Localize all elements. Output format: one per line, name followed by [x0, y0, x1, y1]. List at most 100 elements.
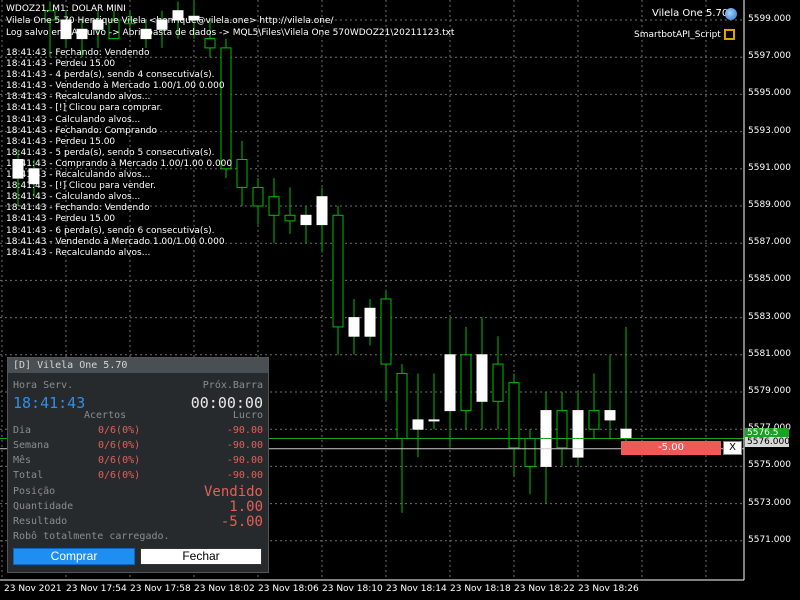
log-line: 18:41:43 - Recalculando alvos...	[6, 247, 151, 258]
symbol-title: WDOZ21, M1: DOLAR MINI	[6, 4, 126, 14]
stats-row-lucro: -90.00	[226, 425, 263, 436]
stats-row-label: Semana	[13, 440, 50, 451]
price-axis-label: 5571.000	[748, 534, 791, 545]
time-axis-label: 23 Nov 18:02	[194, 584, 255, 594]
position-value: Vendido	[203, 484, 263, 500]
stats-row-lucro: -90.00	[226, 455, 263, 466]
price-axis-label: 5597.000	[748, 51, 791, 62]
close-position-button[interactable]: X	[723, 441, 742, 455]
result-label: Resultado	[13, 516, 68, 527]
candle-body	[348, 317, 360, 337]
candle-body	[316, 196, 328, 226]
candle-body	[172, 10, 184, 21]
col-acertos-header: Acertos	[84, 410, 127, 421]
quantity-label: Quantidade	[13, 501, 74, 512]
price-axis-label: 5581.000	[748, 348, 791, 359]
time-axis-label: 23 Nov 2021	[4, 584, 62, 594]
bid-price-tag: 5576.5	[745, 428, 789, 438]
next-bar-label: Próx.Barra	[202, 380, 263, 391]
log-line: 18:41:43 - Perdeu 15.00	[6, 214, 116, 225]
expert-hat-icon[interactable]	[725, 8, 737, 20]
candle-body	[332, 214, 344, 328]
candle-body	[508, 382, 520, 449]
quantity-value: 1.00	[229, 499, 263, 515]
time-axis-label: 23 Nov 18:10	[322, 584, 383, 594]
position-pnl-label: -5.00	[621, 441, 721, 455]
candle-body	[284, 214, 296, 222]
candle-body	[476, 354, 488, 402]
stats-row-acertos: 0/6(0%)	[98, 455, 141, 466]
buy-button[interactable]: Comprar	[13, 548, 135, 565]
time-axis-label: 23 Nov 18:14	[386, 584, 447, 594]
log-line: 18:41:43 - Fechando: Comprando	[6, 125, 158, 136]
candle-body	[364, 307, 376, 337]
candle-body	[492, 363, 504, 402]
col-lucro-header: Lucro	[232, 410, 263, 421]
trading-panel: [D] Vilela One 5.70 Hora Serv. Próx.Barr…	[7, 357, 269, 573]
price-axis-label: 5591.000	[748, 162, 791, 173]
script-running-icon[interactable]	[724, 29, 735, 40]
result-value: -5.00	[220, 514, 263, 530]
candle-body	[204, 38, 216, 49]
candle-body	[156, 19, 168, 30]
candlestick-chart	[0, 0, 744, 580]
candle-body	[12, 159, 24, 179]
price-axis-label: 5589.000	[748, 200, 791, 210]
log-line: 18:41:43 - Calculando alvos...	[6, 114, 141, 125]
candle-body	[60, 19, 72, 40]
log-line: 18:41:43 - 4 perda(s), sendo 4 consecuti…	[6, 70, 215, 81]
price-axis-label: 5573.000	[748, 497, 791, 508]
candle-body	[44, 10, 56, 21]
log-line: 18:41:43 - Recalculando alvos...	[6, 170, 151, 181]
price-axis-label: 5585.000	[748, 274, 791, 285]
candle-body	[220, 47, 232, 170]
script-name-label[interactable]: SmartbotAPI_Script	[634, 30, 721, 40]
stats-row-acertos: 0/6(0%)	[98, 470, 141, 481]
expert-name-label[interactable]: Vilela One 5.70	[652, 8, 729, 19]
log-line: 18:41:43 - Calculando alvos...	[6, 192, 141, 203]
candle-body	[124, 19, 136, 25]
panel-title[interactable]: [D] Vilela One 5.70	[8, 358, 268, 373]
log-line: 18:41:43 - 6 perda(s), sendo 6 consecuti…	[6, 225, 215, 236]
log-line: 18:41:43 - Fechando: Vendendo	[6, 203, 150, 214]
stats-row-acertos: 0/6(0%)	[98, 440, 141, 451]
candle-body	[236, 159, 248, 188]
stats-row-acertos: 0/6(0%)	[98, 425, 141, 436]
time-axis-label: 23 Nov 18:22	[514, 584, 575, 594]
log-line: 18:41:43 - Perdeu 15.00	[6, 59, 116, 70]
price-axis-label: 5587.000	[748, 237, 791, 248]
candle-body	[428, 419, 440, 422]
log-line: 18:41:43 - [!] Clicou para vender.	[6, 181, 157, 192]
price-axis-label: 5593.000	[748, 125, 791, 136]
stats-row-lucro: -90.00	[226, 440, 263, 451]
trade-log: 18:41:43 - Fechando: Vendendo 18:41:43 - …	[6, 48, 232, 259]
server-time-label: Hora Serv.	[13, 380, 74, 391]
candle-body	[604, 410, 616, 421]
candle-body	[188, 15, 200, 21]
log-line: 18:41:43 - Vendendo à Mercado 1.00/1.00 …	[6, 81, 225, 92]
position-label: Posição	[13, 486, 56, 497]
time-axis-label: 23 Nov 18:06	[258, 584, 319, 594]
candle-body	[300, 214, 312, 226]
next-bar-value: 00:00:00	[190, 394, 263, 412]
candle-body	[28, 168, 40, 185]
candle-body	[588, 410, 600, 430]
close-button[interactable]: Fechar	[140, 548, 262, 565]
candle-body	[140, 28, 152, 40]
candle-body	[268, 196, 280, 216]
candle-body	[76, 28, 88, 40]
time-axis-label: 23 Nov 18:26	[578, 584, 639, 594]
candle-body	[108, 19, 120, 40]
stats-row-label: Mês	[13, 455, 32, 466]
candle-body	[572, 410, 584, 458]
time-axis-label: 23 Nov 18:18	[450, 584, 511, 594]
candle-body	[460, 354, 472, 412]
log-path-line: Log salvo em: Arquivo -> Abrir pasta de …	[6, 28, 455, 38]
log-line: 18:41:43 - Vendendo à Mercado 1.00/1.00 …	[6, 236, 225, 247]
stats-row-label: Dia	[13, 425, 32, 436]
log-line: 18:41:43 - Perdeu 15.00	[6, 136, 116, 147]
candle-body	[444, 354, 456, 412]
time-axis-label: 23 Nov 17:54	[66, 584, 127, 594]
candle-body	[92, 19, 104, 30]
